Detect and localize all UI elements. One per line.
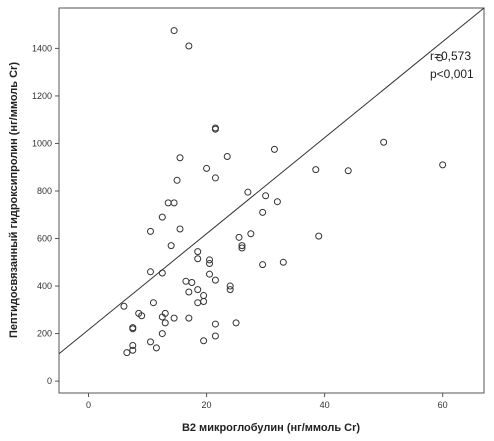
data-point	[194, 255, 202, 263]
data-point	[170, 27, 178, 35]
data-point	[129, 324, 137, 332]
y-tick-label: 600	[37, 234, 52, 244]
data-point	[158, 330, 166, 338]
data-point	[167, 242, 175, 250]
y-axis-title: Пептидосвязанный гидроксипролин (нг/ммол…	[8, 62, 20, 338]
data-point	[259, 261, 267, 269]
y-tick-label: 1000	[32, 138, 52, 148]
data-point	[273, 198, 281, 206]
data-point	[164, 199, 172, 207]
data-point	[188, 278, 196, 286]
data-point	[211, 320, 219, 328]
x-tick-label: 0	[86, 400, 91, 410]
correlation-annotation: r=0,573	[430, 49, 471, 63]
data-point	[436, 54, 444, 62]
y-tick-label: 400	[37, 281, 52, 291]
data-point	[226, 282, 234, 290]
data-point	[344, 167, 352, 175]
data-point	[211, 332, 219, 340]
data-point	[170, 199, 178, 207]
data-point	[129, 346, 137, 354]
data-point	[259, 208, 267, 216]
y-tick-label: 1400	[32, 43, 52, 53]
data-point	[238, 242, 246, 250]
data-point	[138, 312, 146, 320]
data-point	[312, 166, 320, 174]
data-point	[211, 276, 219, 284]
data-point	[380, 138, 388, 146]
plot-area-frame	[58, 7, 485, 394]
data-point	[123, 349, 131, 357]
regression-line-layer	[58, 7, 485, 355]
data-point	[120, 302, 128, 310]
data-point	[158, 269, 166, 277]
data-point	[146, 227, 154, 235]
data-point	[170, 314, 178, 322]
data-point	[129, 341, 137, 349]
y-tick-label: 800	[37, 186, 52, 196]
p-value-annotation: p<0,001	[430, 67, 474, 81]
data-point	[439, 161, 447, 169]
x-axis-title: B2 микроглобулин (нг/ммоль Cr)	[182, 422, 360, 434]
data-point	[161, 319, 169, 327]
data-point	[235, 233, 243, 241]
data-point	[206, 256, 214, 264]
data-point	[158, 213, 166, 221]
data-point	[185, 288, 193, 296]
data-point	[200, 298, 208, 306]
data-point	[146, 338, 154, 346]
data-point	[206, 270, 214, 278]
data-point	[194, 286, 202, 294]
data-point	[158, 313, 166, 321]
data-point	[244, 188, 252, 196]
regression-line	[58, 7, 485, 355]
data-point	[203, 164, 211, 172]
x-tick-label: 40	[320, 400, 330, 410]
data-point	[226, 286, 234, 294]
data-point	[200, 337, 208, 345]
y-axis: 0 200 400 600 800 1000 1200 1400	[32, 43, 59, 386]
data-point	[270, 145, 278, 153]
data-point	[206, 259, 214, 267]
data-points-layer	[120, 27, 447, 357]
data-point	[173, 176, 181, 184]
data-point	[182, 277, 190, 285]
x-tick-label: 60	[438, 400, 448, 410]
data-point	[149, 299, 157, 307]
data-point	[211, 125, 219, 133]
data-point	[262, 192, 270, 200]
y-tick-label: 0	[47, 376, 52, 386]
data-point	[247, 230, 255, 238]
data-point	[176, 154, 184, 162]
data-point	[194, 248, 202, 256]
y-tick-label: 200	[37, 329, 52, 339]
data-point	[185, 42, 193, 50]
data-point	[152, 344, 160, 352]
data-point	[223, 153, 231, 161]
data-point	[315, 232, 323, 240]
data-point	[194, 299, 202, 307]
data-point	[176, 225, 184, 233]
x-axis: 0 20 40 60	[86, 393, 448, 410]
data-point	[200, 292, 208, 300]
data-point	[211, 174, 219, 182]
data-point	[185, 314, 193, 322]
data-point	[146, 268, 154, 276]
x-tick-label: 20	[202, 400, 212, 410]
data-point	[232, 319, 240, 327]
y-tick-label: 1200	[32, 91, 52, 101]
data-point	[279, 258, 287, 266]
data-point	[238, 244, 246, 252]
